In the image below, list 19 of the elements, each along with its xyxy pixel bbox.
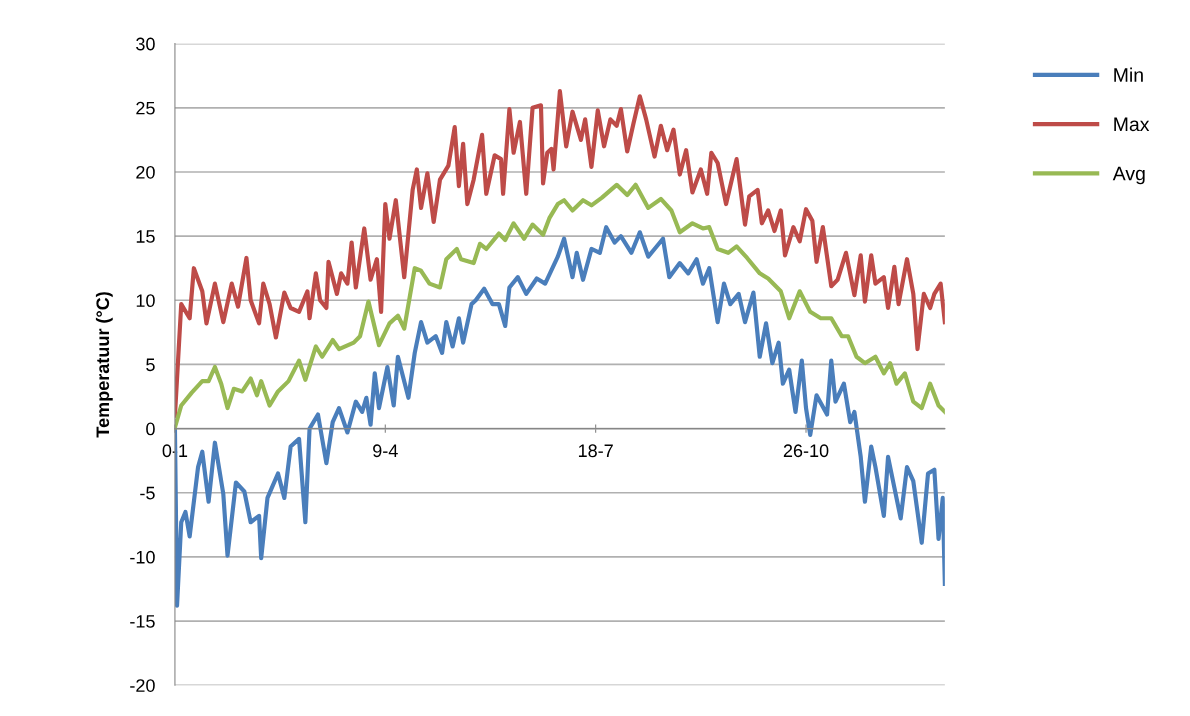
y-tick-label: -20 bbox=[130, 679, 155, 692]
y-tick-label: -10 bbox=[130, 550, 155, 564]
y-tick-label: 15 bbox=[136, 230, 155, 243]
y-tick-label: 25 bbox=[136, 101, 155, 115]
y-tick-label: 0 bbox=[146, 422, 155, 436]
x-tick-label: 9-4 bbox=[373, 444, 398, 458]
y-tick-label: 10 bbox=[136, 294, 155, 308]
y-tick-label: 5 bbox=[146, 358, 155, 372]
y-tick-label: -15 bbox=[130, 615, 155, 628]
line-series bbox=[174, 182, 945, 430]
legend-label: Avg bbox=[1112, 166, 1145, 185]
y-tick-label: -5 bbox=[140, 486, 155, 500]
y-axis-title: Temperatuur (°C) bbox=[95, 292, 113, 438]
x-tick-label: 18-7 bbox=[578, 444, 613, 458]
legend-label: Min bbox=[1114, 67, 1143, 82]
x-tick-label: 26-10 bbox=[783, 444, 829, 458]
y-tick-label: 30 bbox=[136, 37, 155, 51]
legend-label: Max bbox=[1114, 117, 1150, 132]
y-tick-label: 20 bbox=[136, 165, 155, 179]
